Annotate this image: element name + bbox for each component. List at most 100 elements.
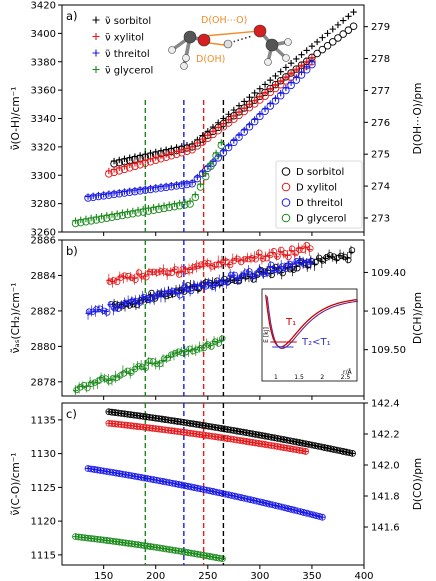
legend-marker — [281, 167, 291, 176]
y-right-tick-label: 278 — [371, 54, 390, 65]
point-circle — [123, 210, 132, 219]
y-right-tick-label: 109.45 — [371, 307, 406, 318]
point-circle — [318, 45, 327, 54]
point-circle — [193, 142, 202, 150]
series-glycerol — [72, 533, 226, 563]
y-tick-label: 1135 — [31, 415, 56, 426]
y-tick-label: 2882 — [31, 306, 56, 317]
point-circle — [178, 181, 186, 189]
point-circle — [157, 184, 165, 192]
point-circle — [214, 154, 222, 162]
y-tick-label: 3360 — [31, 86, 56, 97]
point-cross — [287, 59, 295, 67]
point-circle — [110, 190, 118, 199]
point-circle — [270, 248, 278, 255]
point-circle — [113, 278, 121, 286]
legend-label: D sorbitol — [296, 167, 344, 178]
point-circle — [235, 111, 243, 120]
point-cross — [312, 261, 318, 267]
point-circle — [276, 80, 285, 89]
point-circle — [149, 206, 158, 214]
point-cross — [303, 47, 310, 54]
point-cross — [241, 126, 248, 134]
series-sorbitol — [105, 408, 356, 457]
legend-label: D threitol — [296, 198, 343, 209]
point-cross — [220, 147, 227, 155]
point-circle — [209, 130, 217, 139]
point-circle — [146, 158, 155, 166]
plot-frame — [61, 239, 365, 397]
y-right-axis-label: D(OH⋯O)/pm — [412, 83, 424, 155]
y-axis-label: ν̃ₐₛ(CH₂)/cm⁻¹ — [10, 283, 22, 354]
x-tick-label: 350 — [302, 571, 321, 581]
point-circle — [172, 150, 181, 158]
point-circle — [261, 88, 269, 97]
point-cross — [319, 34, 326, 41]
point-circle — [115, 189, 124, 198]
point-cross — [235, 131, 243, 139]
point-circle — [282, 73, 290, 81]
inset-x-label: r/Å — [343, 369, 352, 376]
y-right-tick-label: 277 — [371, 86, 390, 97]
point-circle — [201, 172, 210, 181]
point-cross — [118, 304, 124, 310]
point-circle — [230, 115, 238, 123]
point-circle — [212, 152, 220, 160]
point-circle — [139, 208, 147, 216]
point-circle — [141, 186, 150, 194]
series-sorbitol — [110, 8, 358, 168]
point-circle — [334, 34, 342, 42]
point-cross — [308, 42, 316, 50]
point-circle — [276, 91, 285, 100]
y-tick-label: 2878 — [31, 377, 56, 388]
y-right-tick-label: 141.6 — [371, 523, 400, 534]
point-circle — [282, 77, 290, 85]
inset-frame — [261, 288, 358, 382]
point-cross — [213, 282, 219, 288]
point-circle — [138, 363, 146, 371]
point-circle — [279, 269, 286, 277]
point-circle — [339, 30, 347, 38]
point-circle — [104, 309, 111, 316]
point-cross — [235, 102, 243, 109]
point-circle — [224, 143, 233, 152]
point-circle — [348, 247, 356, 254]
point-circle — [170, 202, 179, 211]
point-circle — [97, 215, 106, 223]
point-circle — [157, 155, 165, 163]
point-circle — [120, 189, 129, 197]
series-glycerol — [71, 139, 226, 228]
point-circle — [103, 214, 111, 222]
plot-frame — [61, 402, 365, 566]
point-circle — [231, 271, 239, 279]
point-circle — [287, 81, 295, 90]
point-circle — [105, 170, 113, 178]
point-cross — [324, 30, 331, 37]
point-circle — [162, 183, 170, 192]
inset-label-t1: T₁ — [285, 317, 296, 328]
point-cross — [212, 264, 218, 270]
y-tick-label: 1125 — [31, 483, 56, 494]
point-circle — [264, 269, 271, 276]
point-cross — [348, 249, 354, 255]
point-circle — [271, 97, 280, 105]
y-right-tick-label: 141.8 — [371, 492, 400, 503]
point-circle — [261, 107, 269, 115]
legend-marker — [92, 33, 100, 40]
point-circle — [171, 350, 179, 357]
point-circle — [175, 202, 184, 210]
point-circle — [131, 162, 139, 171]
y-right-tick-label: 109.40 — [371, 268, 406, 279]
point-cross — [256, 85, 264, 92]
point-circle — [226, 261, 234, 269]
point-circle — [285, 253, 292, 261]
point-circle — [196, 183, 205, 191]
panel-label: c) — [66, 407, 77, 421]
y-tick-label: 3280 — [31, 199, 56, 210]
point-circle — [287, 69, 295, 77]
point-circle — [292, 76, 301, 84]
atom — [264, 58, 272, 66]
point-circle — [157, 360, 164, 367]
point-circle — [293, 257, 300, 265]
point-circle — [188, 180, 196, 188]
